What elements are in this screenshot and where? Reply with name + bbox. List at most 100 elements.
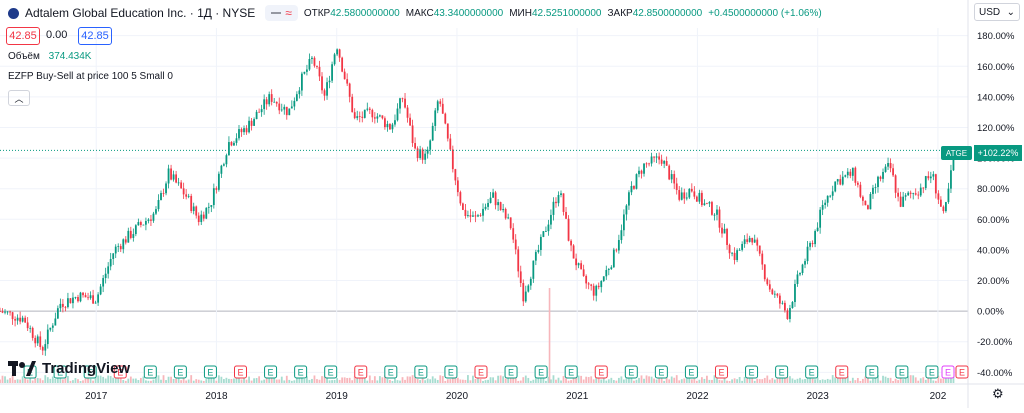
candle-body [643,163,645,174]
volume-bar [321,376,323,383]
candle-body [260,109,263,113]
volume-bar [396,380,399,383]
symbol-title[interactable]: Adtalem Global Education Inc. · 1Д · NYS… [25,6,256,20]
indicator-legend[interactable]: EZFP Buy-Sell at price 100 5 Small 0 [8,71,173,82]
candle-body [859,184,862,197]
currency-select[interactable]: USD ⌄ [974,3,1020,21]
volume-bar [378,376,381,383]
candle-body [109,258,112,267]
volume-bar [633,380,635,383]
volume-bar [386,378,389,383]
candle-body [650,156,653,164]
volume-bar [336,378,339,383]
candle-body [456,180,459,193]
candle-body [504,208,507,219]
buy-button[interactable]: 42.85 [78,27,112,45]
candle-body [484,206,487,209]
volume-bar [34,377,37,383]
collapse-button[interactable]: ︿ [8,90,30,106]
volume-bar [494,380,497,383]
candle-body [610,267,613,270]
volume-bar [718,379,721,383]
event-marker-label: E [147,368,153,378]
earnings-icon [294,365,308,379]
volume-bar [869,380,872,383]
volume-bar [431,376,434,383]
volume-bar [814,379,816,383]
candle-body [801,264,804,273]
sell-button[interactable]: 42.85 [6,27,40,45]
volume-bar [766,375,769,383]
candle-body [467,215,469,217]
event-marker-label: E [237,368,243,378]
volume-bar [703,378,706,383]
gear-icon[interactable]: ⚙ [992,386,1004,401]
volume-bar [826,378,829,383]
candle-body [882,171,884,179]
candle-body [306,69,308,72]
volume-bar [434,378,437,383]
candle-body [640,170,643,174]
candle-body [565,211,567,219]
candle-body [695,196,698,202]
candle-body [519,271,522,283]
volume-bar [560,380,562,383]
candle-body [222,164,225,166]
candle-body [877,176,879,188]
candle-body [233,142,235,146]
volume-bar [693,378,696,383]
candle-body [162,193,165,194]
volume-bar [92,380,94,383]
volume-bar [187,379,190,383]
volume-bar [64,376,67,383]
candle-body [680,192,683,200]
candle-body [449,138,452,150]
event-marker-label: E [508,368,514,378]
volume-bar [572,376,575,383]
volume-bar [479,379,482,383]
volume-bar [36,378,39,383]
volume-bar [165,380,167,383]
volume-bar [497,375,500,383]
volume-bar [716,376,718,383]
tradingview-logo[interactable]: TradingView [8,360,130,377]
candle-body [630,185,633,193]
volume-bar [328,380,331,383]
volume-bar [243,375,245,383]
volume-bar [132,378,135,383]
volume-bar [532,379,535,383]
volume-bar [700,377,703,383]
volume-bar [748,378,751,383]
candle-body [950,170,952,189]
candle-body [396,108,399,121]
volume-bar [409,376,411,383]
volume-bar [278,379,281,383]
candle-body [653,156,655,158]
volume-bar [877,375,879,383]
event-marker-label: E [87,368,93,378]
volume-bar [190,375,193,383]
compare-button[interactable]: ≈ [265,5,298,21]
volume-bar [19,379,22,383]
volume-bar [270,377,273,383]
volume-bar [829,379,832,383]
candle-body [917,194,920,196]
volume-bar [114,376,117,383]
volume-bar [622,379,625,383]
volume-bar [127,378,130,383]
volume-bar [56,375,59,383]
candle-body [932,174,935,177]
event-marker-label: E [568,368,574,378]
low-value: 42.5251000000 [531,7,602,19]
volume-bar [316,379,318,383]
candle-body [368,108,371,110]
candle-body [207,206,210,208]
volume-bar [61,379,64,383]
volume-bar [152,379,155,383]
candle-body [160,193,162,201]
candle-body [482,208,484,216]
volume-bar [587,377,590,383]
volume-bar [912,375,915,383]
candle-body [371,109,374,118]
candle-body [947,188,950,203]
